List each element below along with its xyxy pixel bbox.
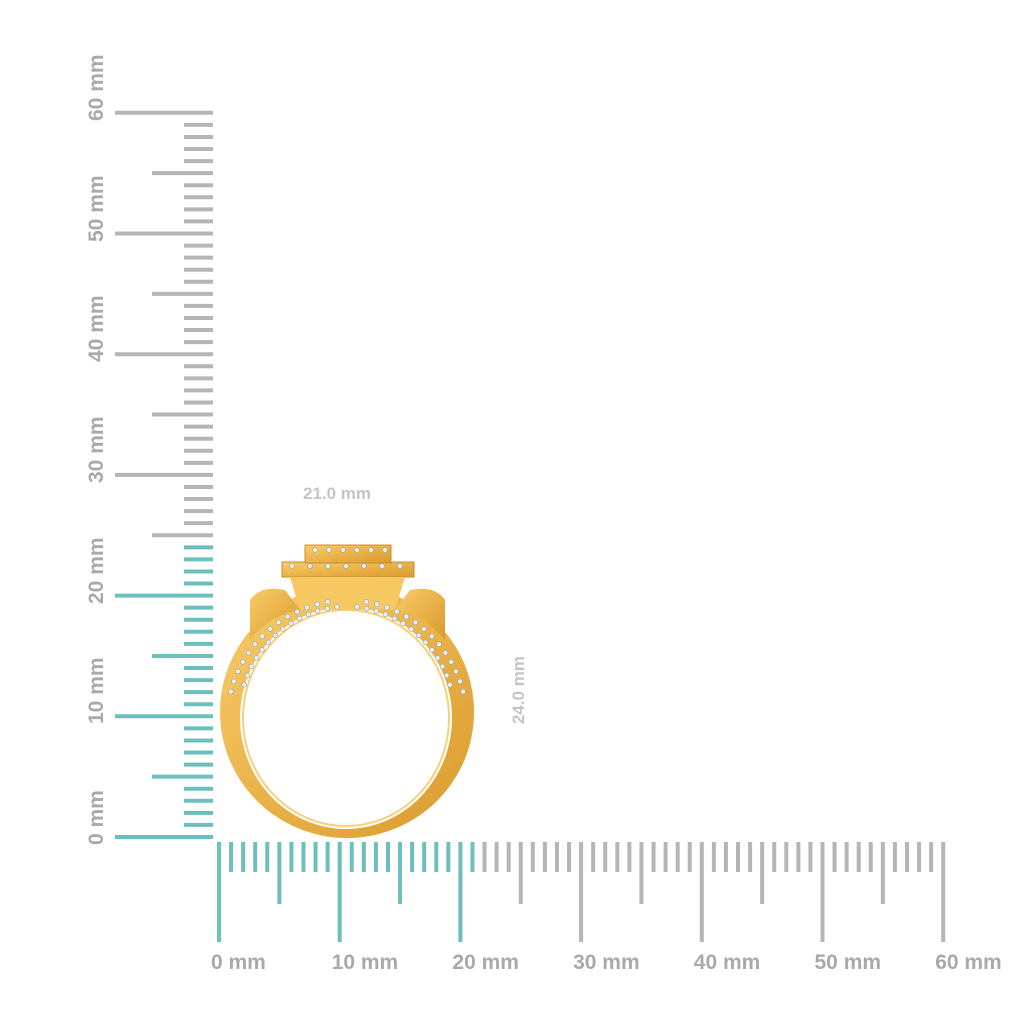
diamond-stone: [314, 601, 320, 607]
diamond-stone: [288, 620, 294, 627]
diamond-stone: [334, 604, 340, 610]
diamond-stone: [374, 601, 380, 607]
diamond-stone: [439, 663, 446, 670]
diamond-stone: [429, 647, 435, 653]
diamond-stone: [235, 668, 241, 675]
diamond-stone: [267, 626, 273, 632]
diamond-stone: [412, 619, 419, 626]
diamond-stone: [324, 605, 330, 612]
diamond-stone: [436, 641, 442, 647]
diamond-stone: [326, 547, 332, 553]
diamond-stone: [289, 563, 295, 569]
diamond-stone: [368, 547, 374, 553]
diamond-stone: [244, 672, 251, 679]
diamond-stone: [361, 563, 367, 569]
diamond-stone: [382, 547, 388, 553]
diamond-stone: [354, 604, 360, 610]
horizontal-ruler-label: 40 mm: [693, 951, 761, 974]
diamond-stone: [294, 608, 300, 615]
vertical-ruler-label: 0 mm: [85, 790, 108, 845]
diamond-stone: [400, 620, 406, 627]
diamond-stone: [248, 663, 255, 670]
diamond-stone: [379, 563, 385, 569]
vertical-ruler-label: 40 mm: [85, 295, 108, 363]
horizontal-ruler-label: 20 mm: [452, 951, 519, 974]
diamond-stone: [457, 678, 463, 685]
ring-halo: [250, 544, 445, 640]
diamond-stone: [252, 641, 258, 647]
vertical-ruler-label: 60 mm: [85, 54, 108, 121]
diamond-stone: [364, 605, 370, 612]
diamond-stone: [228, 688, 234, 695]
diamond-stone: [231, 678, 237, 685]
height-dimension-label: 24.0 mm: [509, 655, 529, 725]
diamond-stone: [448, 659, 454, 665]
diamond-stone: [403, 613, 410, 620]
diamond-stone: [447, 682, 453, 688]
diamond-stone: [305, 611, 312, 618]
diamond-stone: [265, 639, 272, 646]
diamond-stone: [296, 615, 303, 622]
diamond-stone: [340, 547, 346, 553]
diamond-stone: [304, 604, 310, 611]
diamond-stone: [421, 626, 427, 632]
diamond-stone: [354, 547, 360, 553]
diamond-stone: [408, 626, 414, 632]
diamond-stone: [272, 632, 279, 639]
vertical-ruler-label: 10 mm: [85, 657, 108, 725]
diamond-stone: [284, 613, 291, 620]
horizontal-ruler-label: 0 mm: [211, 951, 266, 974]
diamond-stone: [259, 647, 265, 653]
horizontal-ruler-label: 50 mm: [814, 951, 882, 974]
diamond-stone: [324, 599, 331, 605]
diamond-stone: [382, 611, 389, 618]
diamond-stones: [228, 547, 466, 695]
vertical-ruler-label: 20 mm: [85, 537, 108, 604]
diamond-stone: [429, 633, 435, 639]
diamond-stone: [259, 633, 265, 639]
diamond-stone: [434, 655, 441, 661]
diamond-stone: [343, 563, 349, 569]
diamond-stone: [373, 608, 379, 614]
diamond-stone: [363, 599, 370, 605]
diamond-stone: [397, 563, 403, 569]
width-dimension-label: 21.0 mm: [303, 484, 372, 503]
horizontal-ruler-label: 60 mm: [935, 951, 1002, 974]
diamond-stone: [325, 563, 331, 569]
diamond-stone: [245, 650, 252, 656]
diamond-stone: [240, 659, 246, 665]
diamond-stone: [391, 615, 398, 622]
diamond-stone: [280, 626, 286, 632]
diamond-stone: [460, 688, 466, 695]
diamond-stone: [253, 655, 260, 661]
diamond-stone: [443, 672, 450, 679]
diamond-stone: [453, 668, 459, 675]
horizontal-ruler-label: 30 mm: [573, 951, 640, 974]
diamond-stone: [422, 639, 429, 646]
diamond-stone: [312, 547, 318, 553]
ring-shank: [220, 586, 474, 838]
diamond-stone: [307, 563, 313, 569]
diamond-stone: [415, 632, 422, 639]
diamond-stone: [394, 608, 400, 615]
diamond-stone: [241, 682, 247, 688]
horizontal-ruler-label: 10 mm: [331, 951, 399, 974]
vertical-ruler-label: 30 mm: [85, 416, 108, 483]
diamond-stone: [275, 619, 282, 626]
diamond-stone: [315, 608, 321, 614]
diamond-stone: [442, 650, 449, 656]
diamond-stone: [384, 604, 390, 611]
vertical-ruler-label: 50 mm: [85, 174, 108, 242]
